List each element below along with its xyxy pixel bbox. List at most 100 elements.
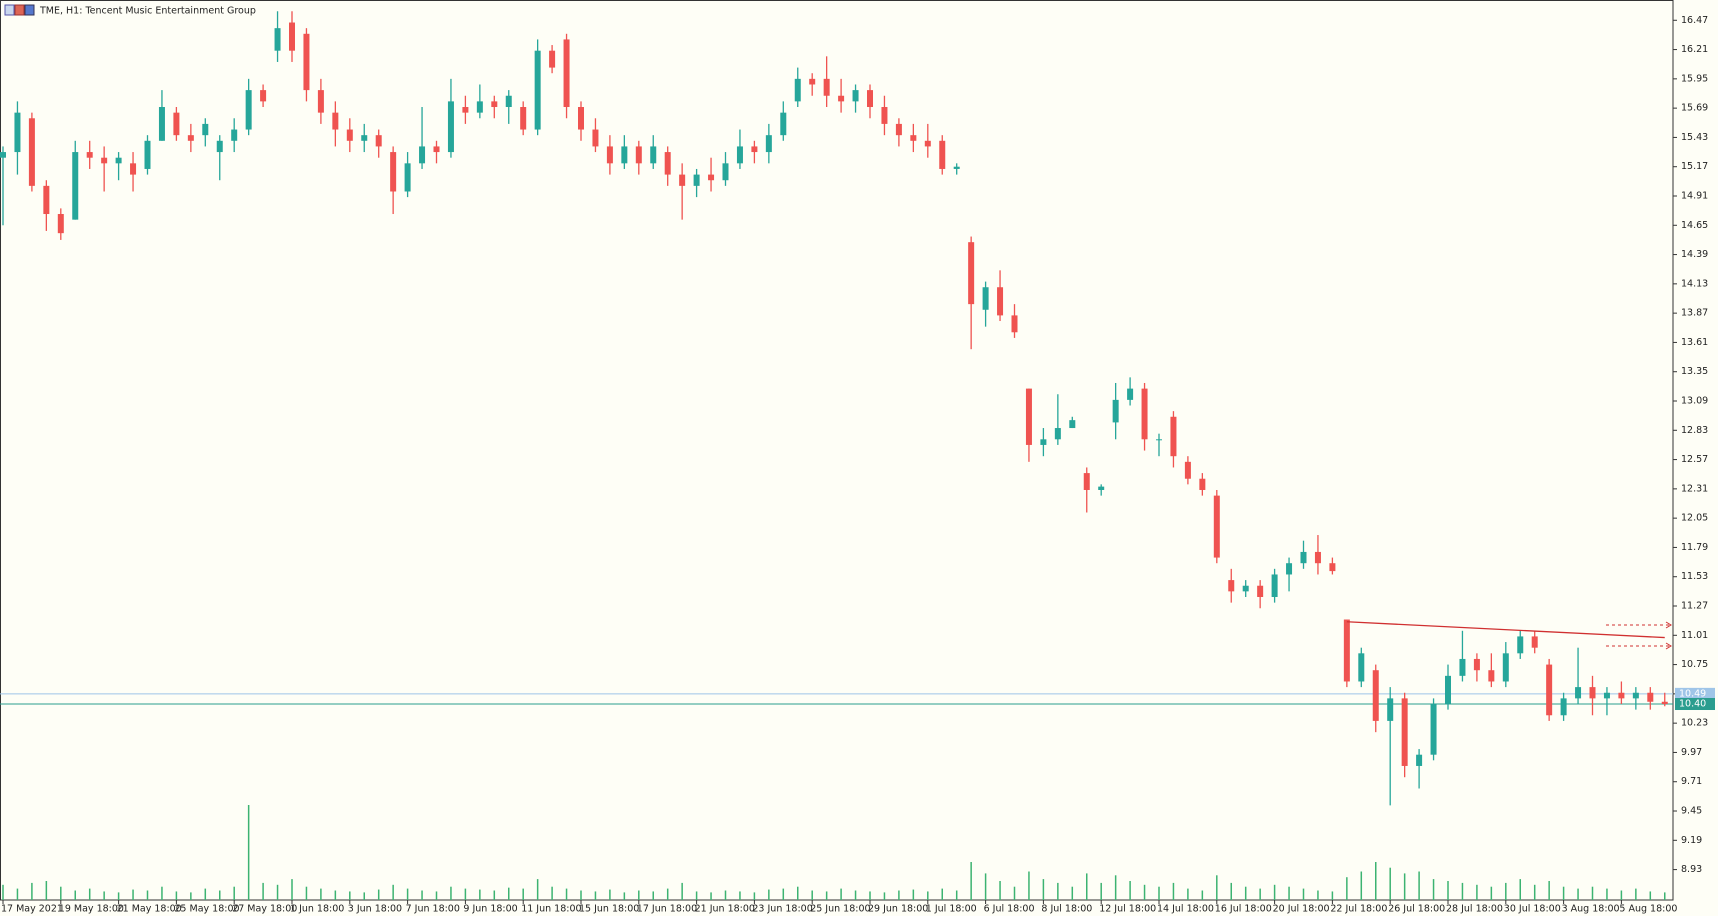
y-tick-label: 9.19 xyxy=(1681,835,1702,846)
y-tick-label: 8.93 xyxy=(1681,864,1702,875)
candle-body xyxy=(895,123,902,136)
candle-body xyxy=(910,135,917,141)
candle-body xyxy=(1546,664,1553,716)
y-tick-label: 14.39 xyxy=(1681,249,1708,260)
candle-body xyxy=(1184,461,1191,479)
candle-body xyxy=(549,50,556,68)
candle-body xyxy=(1141,388,1148,440)
candle-body xyxy=(1488,670,1495,682)
candle-body xyxy=(433,146,440,153)
candle-body xyxy=(14,112,21,153)
candle-body xyxy=(794,78,801,102)
y-tick-label: 12.57 xyxy=(1681,454,1708,465)
plot-frame xyxy=(0,0,1674,901)
candle-body xyxy=(1473,658,1480,671)
candle-body xyxy=(1661,701,1668,705)
candle-body xyxy=(1416,754,1423,766)
x-tick-label: 17 May 2021 xyxy=(1,904,63,915)
candle-body xyxy=(260,90,267,102)
candle-body xyxy=(679,174,686,186)
candle-body xyxy=(606,146,613,164)
toolbar-icons xyxy=(4,4,35,16)
candle-body xyxy=(1127,388,1134,400)
candle-body xyxy=(231,129,238,141)
candle-body xyxy=(1560,698,1567,716)
y-tick-label: 11.27 xyxy=(1681,601,1708,612)
candle-body xyxy=(1387,698,1394,721)
candle-body xyxy=(1517,636,1524,654)
y-tick-label: 9.45 xyxy=(1681,806,1702,817)
candle-body xyxy=(1199,478,1206,490)
candle-body xyxy=(534,50,541,130)
candle-body xyxy=(823,78,830,96)
candle-body xyxy=(982,287,989,310)
candle-body xyxy=(390,152,397,192)
candle-body xyxy=(650,146,657,164)
candle-body xyxy=(1025,388,1032,445)
candle-body xyxy=(736,146,743,164)
x-tick-label: 7 Jun 18:00 xyxy=(406,904,460,915)
x-tick-label: 17 Jun 18:00 xyxy=(637,904,697,915)
y-tick-label: 15.43 xyxy=(1681,132,1708,143)
candle-body xyxy=(1372,670,1379,721)
candle-body xyxy=(101,157,108,164)
candle-body xyxy=(158,107,165,141)
x-tick-label: 23 Jun 18:00 xyxy=(752,904,812,915)
candle-body xyxy=(953,166,960,169)
candle-body xyxy=(635,146,642,164)
arrow-markers xyxy=(1606,621,1672,650)
candle-body xyxy=(1329,563,1336,572)
y-tick-label: 14.91 xyxy=(1681,190,1708,201)
x-tick-label: 22 Jul 18:00 xyxy=(1330,904,1387,915)
candle-body xyxy=(404,163,411,192)
y-tick-label: 16.21 xyxy=(1681,44,1708,55)
candle-body xyxy=(1358,653,1365,682)
x-tick-label: 16 Jul 18:00 xyxy=(1215,904,1272,915)
candle-body xyxy=(765,135,772,153)
icon xyxy=(14,4,25,16)
candle-body xyxy=(838,95,845,102)
x-tick-label: 21 May 18:00 xyxy=(117,904,182,915)
x-tick-label: 29 Jun 18:00 xyxy=(868,904,928,915)
candle-body xyxy=(693,174,700,186)
x-tick-label: 9 Jun 18:00 xyxy=(463,904,517,915)
y-tick-label: 10.75 xyxy=(1681,659,1708,670)
candle-body xyxy=(1054,428,1061,440)
candle-body xyxy=(867,90,873,108)
candle-body xyxy=(289,22,295,51)
candle-body xyxy=(708,174,715,181)
candle-body xyxy=(1459,658,1466,676)
candle-body xyxy=(664,152,671,175)
chart-title: TME, H1: Tencent Music Entertainment Gro… xyxy=(39,6,256,17)
arrow-head xyxy=(1665,621,1672,629)
x-tick-label: 8 Jul 18:00 xyxy=(1041,904,1092,915)
y-tick-label: 12.31 xyxy=(1681,483,1708,494)
x-tick-label: 20 Jul 18:00 xyxy=(1273,904,1330,915)
x-tick-label: 12 Jul 18:00 xyxy=(1099,904,1156,915)
y-tick-label: 11.53 xyxy=(1681,571,1708,582)
y-tick-label: 10.23 xyxy=(1681,718,1708,729)
candle-body xyxy=(28,118,35,186)
candle-body xyxy=(1401,698,1408,766)
candle-body xyxy=(1575,687,1582,699)
candle-body xyxy=(968,242,975,305)
candle-body xyxy=(57,214,64,234)
candle-body xyxy=(809,78,816,85)
x-tick-label: 27 May 18:00 xyxy=(232,904,297,915)
y-tick-label: 15.95 xyxy=(1681,73,1708,84)
candle-body xyxy=(1632,692,1639,699)
candle-body xyxy=(1170,416,1177,457)
x-tick-label: 3 Aug 18:00 xyxy=(1562,904,1620,915)
candle-body xyxy=(578,107,584,130)
y-tick-label: 9.97 xyxy=(1681,747,1702,758)
candle-body xyxy=(751,146,758,153)
trendline xyxy=(1346,621,1665,639)
candle-body xyxy=(881,107,888,124)
candle-body xyxy=(1242,585,1249,592)
x-tick-label: 1 Jun 18:00 xyxy=(290,904,344,915)
y-tick-label: 13.87 xyxy=(1681,308,1708,319)
candle-body xyxy=(1647,692,1654,702)
candle-body xyxy=(1098,486,1105,490)
